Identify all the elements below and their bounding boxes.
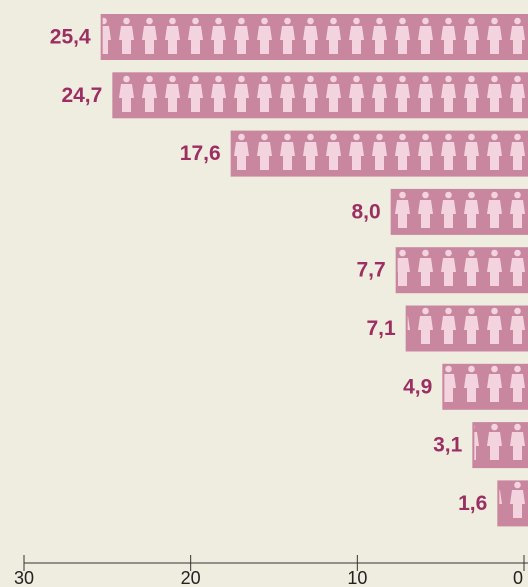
bar-icons xyxy=(102,14,528,60)
value-label: 17,6 xyxy=(180,142,221,165)
value-label: 25,4 xyxy=(50,26,91,49)
value-label: 3,1 xyxy=(433,434,463,457)
bar-icons xyxy=(407,305,528,352)
x-tick-label: 20 xyxy=(181,568,201,587)
value-label: 7,7 xyxy=(356,259,385,282)
value-label: 7,1 xyxy=(366,317,396,340)
value-label: 4,9 xyxy=(403,375,432,398)
bar-icons xyxy=(474,422,528,469)
x-tick-label: 30 xyxy=(14,568,34,587)
bar-icons xyxy=(392,188,528,235)
value-label: 1,6 xyxy=(458,492,487,515)
bar-icons xyxy=(232,130,528,177)
value-label: 24,7 xyxy=(61,84,102,107)
bar-icons xyxy=(499,480,528,527)
bar-icons xyxy=(444,363,528,410)
x-tick-label: 10 xyxy=(347,568,367,587)
bar-icons xyxy=(397,247,528,294)
bar-icons xyxy=(114,72,528,119)
x-tick-label: 0 xyxy=(513,568,523,587)
value-label: 8,0 xyxy=(351,200,380,223)
